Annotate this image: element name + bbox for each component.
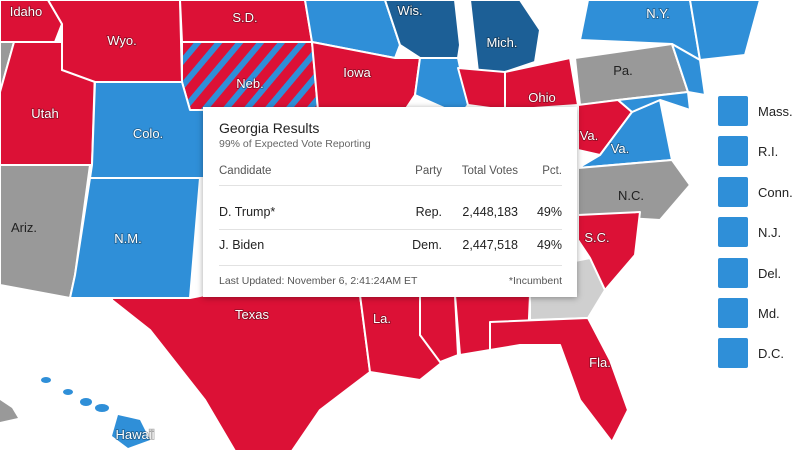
label-nebraska: Neb.: [236, 76, 263, 91]
candidate-party: Rep.: [415, 205, 442, 219]
legend-item-dc[interactable]: D.C.: [718, 338, 804, 368]
state-maryland[interactable]: [617, 91, 691, 113]
results-header-row: Candidate Party Total Votes Pct.: [219, 165, 562, 186]
label-idaho: Idaho: [10, 4, 43, 19]
label-south-dakota: S.D.: [232, 10, 257, 25]
label-colorado: Colo.: [133, 126, 163, 141]
legend-label: D.C.: [758, 346, 784, 361]
state-new-jersey[interactable]: [671, 43, 706, 96]
legend-item-nj[interactable]: N.J.: [718, 217, 804, 247]
legend-item-del[interactable]: Del.: [718, 258, 804, 288]
candidate-pct: 49%: [536, 238, 562, 252]
label-ohio: Ohio: [528, 90, 555, 105]
state-texas[interactable]: [111, 294, 371, 451]
label-michigan: Mich.: [486, 35, 517, 50]
label-north-carolina: N.C.: [618, 188, 644, 203]
header-candidate: Candidate: [219, 165, 272, 177]
label-louisiana: La.: [373, 311, 391, 326]
results-row: D. Trump* Rep. 2,448,183 49%: [219, 197, 562, 230]
state-results-popup: Georgia Results 99% of Expected Vote Rep…: [203, 107, 577, 297]
label-texas: Texas: [235, 307, 269, 322]
state-idaho[interactable]: [0, 0, 63, 43]
state-florida[interactable]: [489, 317, 629, 443]
label-virginia: Va.: [611, 141, 630, 156]
candidate-pct: 49%: [536, 205, 562, 219]
label-iowa: Iowa: [343, 65, 371, 80]
header-pct: Pct.: [542, 165, 562, 177]
legend-swatch: [718, 136, 748, 166]
header-party: Party: [415, 165, 442, 177]
incumbent-note: *Incumbent: [508, 275, 562, 287]
label-new-york: N.Y.: [646, 6, 670, 21]
candidate-name: D. Trump*: [219, 205, 276, 219]
label-hawaii: Hawaii: [115, 427, 154, 442]
label-south-carolina: S.C.: [584, 230, 609, 245]
state-minnesota[interactable]: [304, 0, 401, 59]
state-hawaii[interactable]: [41, 377, 150, 448]
legend-item-mass[interactable]: Mass.: [718, 96, 804, 126]
candidate-votes: 2,448,183: [462, 205, 518, 219]
label-wisconsin: Wis.: [397, 3, 422, 18]
candidate-name: J. Biden: [219, 238, 265, 252]
candidate-votes: 2,447,518: [462, 238, 518, 252]
legend-swatch: [718, 338, 748, 368]
state-new-england[interactable]: [689, 0, 761, 61]
state-alaska-edge[interactable]: [0, 400, 18, 422]
label-pennsylvania: Pa.: [613, 63, 633, 78]
label-new-mexico: N.M.: [114, 231, 141, 246]
popup-subtitle: 99% of Expected Vote Reporting: [219, 138, 371, 150]
legend-label: Mass.: [758, 104, 793, 119]
state-virginia[interactable]: [577, 99, 673, 169]
label-utah: Utah: [31, 106, 58, 121]
legend-swatch: [718, 217, 748, 247]
state-north-carolina[interactable]: [577, 159, 691, 221]
label-arizona: Ariz.: [11, 220, 37, 235]
label-wyoming: Wyo.: [107, 33, 137, 48]
header-total-votes: Total Votes: [461, 165, 518, 177]
legend-label: N.J.: [758, 225, 782, 240]
legend-swatch: [718, 258, 748, 288]
legend-label: Del.: [758, 266, 782, 281]
legend-swatch: [718, 298, 748, 328]
legend-swatch: [718, 177, 748, 207]
state-south-carolina[interactable]: [577, 211, 641, 291]
last-updated: Last Updated: November 6, 2:41:24AM ET: [219, 275, 418, 287]
candidate-party: Dem.: [412, 238, 442, 252]
results-row: J. Biden Dem. 2,447,518 49%: [219, 235, 562, 266]
legend-label: R.I.: [758, 144, 779, 159]
legend-label: Md.: [758, 306, 780, 321]
legend-item-md[interactable]: Md.: [718, 298, 804, 328]
legend-swatch: [718, 96, 748, 126]
legend-item-conn[interactable]: Conn.: [718, 177, 804, 207]
legend-label: Conn.: [758, 185, 793, 200]
popup-title: Georgia Results: [219, 120, 320, 136]
label-florida: Fla.: [589, 355, 611, 370]
legend-item-ri[interactable]: R.I.: [718, 136, 804, 166]
label-virginia-partial: Va.: [580, 128, 599, 143]
